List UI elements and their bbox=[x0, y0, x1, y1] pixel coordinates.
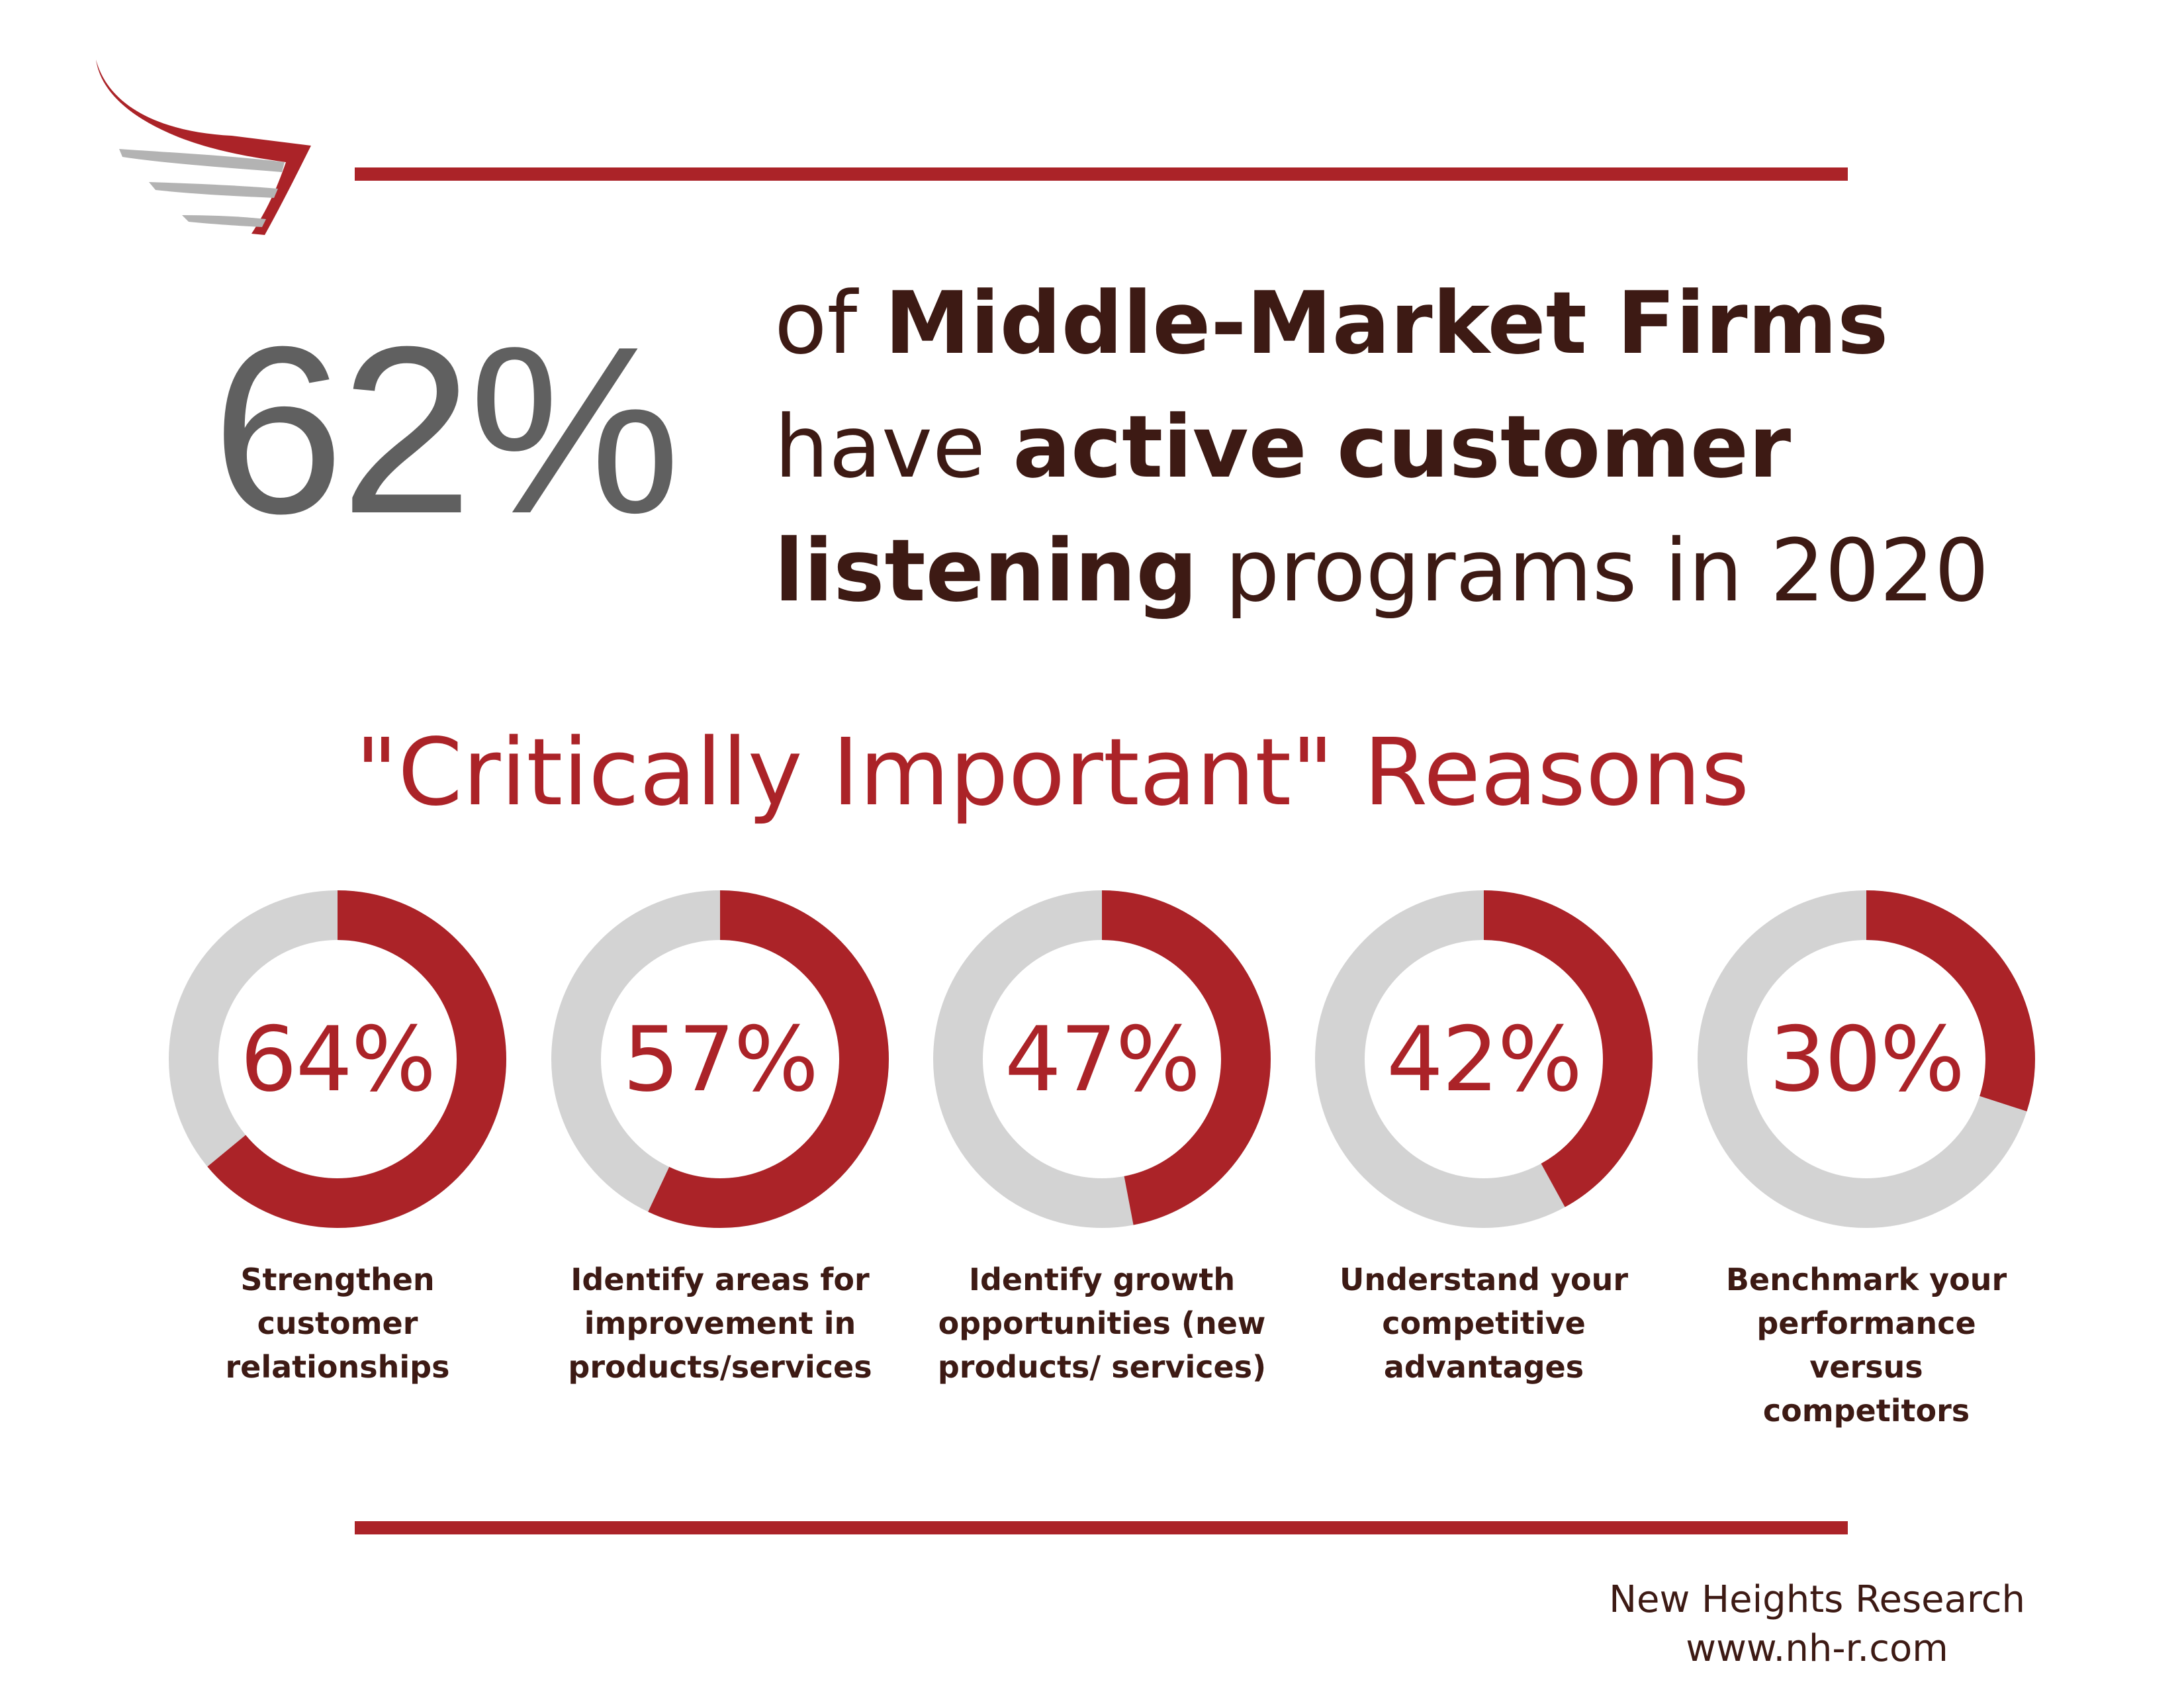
section-title-text: "Critically Important" Reasons bbox=[355, 719, 1750, 827]
donut-caption-line: competitive bbox=[1382, 1305, 1586, 1341]
donut-percent-label-4: 42% bbox=[1386, 1007, 1582, 1111]
hero-line-2: have active customer bbox=[774, 385, 2032, 509]
donut-caption-line: relationships bbox=[225, 1349, 450, 1385]
donut-value-arc-1 bbox=[169, 890, 506, 1228]
donut-caption-line: performance bbox=[1756, 1305, 1976, 1341]
donut-percent-label-2: 57% bbox=[622, 1007, 819, 1111]
donut-caption-2: Identify areas for improvement in products… bbox=[535, 1258, 905, 1389]
hero-line-2-light: have bbox=[774, 397, 1013, 497]
hero-line-1-light: of bbox=[774, 273, 885, 373]
footer-company: New Heights Research bbox=[1609, 1578, 2025, 1621]
donut-percent-label-5: 30% bbox=[1768, 1007, 1965, 1111]
wing-logo-icon bbox=[96, 60, 311, 235]
donut-4: 42% bbox=[1312, 887, 1656, 1231]
footer: New Heights Research www.nh-r.com bbox=[1609, 1575, 2025, 1673]
donut-5: 30% bbox=[1694, 887, 2038, 1231]
donut-value-arc-3 bbox=[933, 890, 1271, 1228]
donut-caption-line: customer bbox=[257, 1305, 418, 1341]
donut-caption-line: versus bbox=[1809, 1349, 1923, 1385]
donut-caption-line: improvement in bbox=[584, 1305, 856, 1341]
donut-caption-1: Strengthen customer relationships bbox=[152, 1258, 523, 1389]
donut-caption-line: products/ services) bbox=[937, 1349, 1267, 1385]
top-divider bbox=[355, 167, 1848, 181]
footer-url: www.nh-r.com bbox=[1686, 1627, 1948, 1670]
hero-line-1-bold: Middle-Market Firms bbox=[884, 273, 1889, 373]
donut-svg-5 bbox=[1698, 890, 2035, 1228]
section-title: "Critically Important" Reasons bbox=[0, 720, 2184, 826]
hero-line-2-bold: active customer bbox=[1013, 397, 1792, 497]
hero-line-3-light: programs in 2020 bbox=[1197, 520, 1989, 621]
donut-caption-line: Identify growth bbox=[968, 1262, 1236, 1297]
donut-svg-2 bbox=[551, 890, 889, 1228]
donut-value-arc-2 bbox=[551, 890, 889, 1228]
donut-value-arc-5 bbox=[1698, 890, 2035, 1228]
donut-caption-line: products/services bbox=[568, 1349, 872, 1385]
donut-caption-line: advantages bbox=[1383, 1349, 1584, 1385]
donut-svg-4 bbox=[1315, 890, 1653, 1228]
donut-caption-5: Benchmark your performance versus competito… bbox=[1681, 1258, 2052, 1432]
bottom-divider bbox=[355, 1521, 1848, 1534]
donut-2: 57% bbox=[548, 887, 892, 1231]
donut-caption-line: Strengthen bbox=[240, 1262, 435, 1297]
donut-caption-line: opportunities (new bbox=[938, 1305, 1266, 1341]
donut-svg-1 bbox=[169, 890, 506, 1228]
donut-percent-label-3: 47% bbox=[1004, 1007, 1201, 1111]
donut-caption-line: Benchmark your bbox=[1725, 1262, 2007, 1297]
donut-caption-line: Understand your bbox=[1339, 1262, 1629, 1297]
hero-line-1: of Middle-Market Firms bbox=[774, 261, 2032, 385]
donut-1: 64% bbox=[165, 887, 510, 1231]
donut-3: 47% bbox=[930, 887, 1274, 1231]
donut-caption-3: Identify growth opportunities (new product… bbox=[917, 1258, 1287, 1389]
donut-value-arc-4 bbox=[1315, 890, 1653, 1228]
donut-caption-4: Understand your competitive advantages bbox=[1298, 1258, 1669, 1389]
donut-percent-label-1: 64% bbox=[240, 1007, 436, 1111]
hero-line-3: listening programs in 2020 bbox=[774, 509, 2032, 633]
donut-caption-line: Identify areas for bbox=[570, 1262, 870, 1297]
hero-percent: 62% bbox=[212, 297, 681, 563]
donut-caption-line: competitors bbox=[1762, 1393, 1970, 1429]
hero-line-3-bold: listening bbox=[774, 520, 1198, 621]
donut-svg-3 bbox=[933, 890, 1271, 1228]
hero-statement: of Middle-Market Firms have active custo… bbox=[774, 261, 2032, 633]
